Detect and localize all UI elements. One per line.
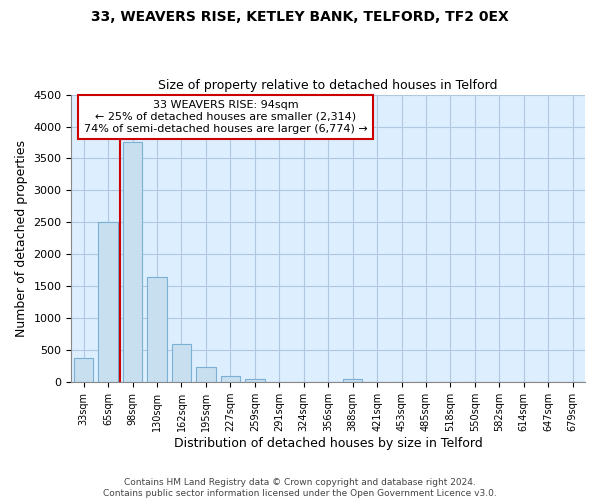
Bar bbox=[221, 376, 240, 382]
Bar bbox=[196, 367, 215, 382]
Bar bbox=[245, 378, 265, 382]
Text: 33, WEAVERS RISE, KETLEY BANK, TELFORD, TF2 0EX: 33, WEAVERS RISE, KETLEY BANK, TELFORD, … bbox=[91, 10, 509, 24]
Bar bbox=[172, 344, 191, 382]
Bar bbox=[74, 358, 94, 382]
Bar bbox=[123, 142, 142, 382]
Bar bbox=[98, 222, 118, 382]
Bar bbox=[343, 378, 362, 382]
Bar bbox=[147, 278, 167, 382]
Y-axis label: Number of detached properties: Number of detached properties bbox=[15, 140, 28, 337]
Title: Size of property relative to detached houses in Telford: Size of property relative to detached ho… bbox=[158, 79, 498, 92]
X-axis label: Distribution of detached houses by size in Telford: Distribution of detached houses by size … bbox=[174, 437, 482, 450]
Text: 33 WEAVERS RISE: 94sqm
← 25% of detached houses are smaller (2,314)
74% of semi-: 33 WEAVERS RISE: 94sqm ← 25% of detached… bbox=[83, 100, 367, 134]
Text: Contains HM Land Registry data © Crown copyright and database right 2024.
Contai: Contains HM Land Registry data © Crown c… bbox=[103, 478, 497, 498]
